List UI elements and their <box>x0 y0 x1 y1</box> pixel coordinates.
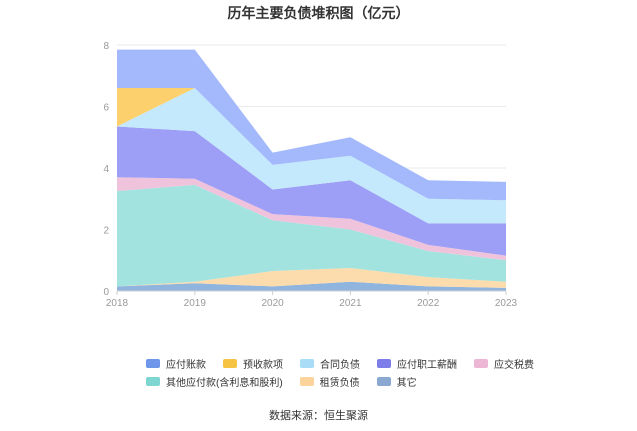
legend-swatch <box>223 358 237 368</box>
x-tick-label: 2023 <box>495 298 518 309</box>
y-tick-label: 6 <box>103 103 109 114</box>
legend-item[interactable]: 应付职工薪酬 <box>377 356 457 371</box>
y-tick-label: 8 <box>103 41 109 52</box>
legend-item[interactable]: 租赁负债 <box>299 374 360 389</box>
area-series <box>117 49 506 291</box>
area-series-3 <box>117 177 506 261</box>
legend-label: 应交税费 <box>494 359 534 371</box>
x-tick-label: 2019 <box>184 298 207 309</box>
x-tick-label: 2021 <box>339 298 362 309</box>
area-series-1 <box>117 267 506 288</box>
legend-item[interactable]: 应交税费 <box>474 356 534 371</box>
legend-label: 租赁负债 <box>319 377 360 389</box>
legend-swatch <box>299 376 314 386</box>
chart-title: 历年主要负债堆积图（亿元） <box>227 5 410 21</box>
legend-label: 预收款项 <box>243 359 283 371</box>
y-tick-label: 4 <box>103 164 109 175</box>
legend-swatch <box>146 358 160 368</box>
legend-item[interactable]: 合同负债 <box>300 356 360 371</box>
legend-row: 其他应付款(含利息和股利) 租赁负债 其它 <box>146 372 546 390</box>
legend-item[interactable]: 其它 <box>376 374 417 389</box>
legend-item[interactable]: 预收款项 <box>223 356 283 371</box>
data-source: 数据来源：恒生聚源 <box>269 410 368 422</box>
legend-label: 应付账款 <box>166 359 206 371</box>
legend-swatch <box>376 376 391 386</box>
legend-label: 合同负债 <box>320 359 360 371</box>
area-series-7 <box>117 49 506 201</box>
x-tick-label: 2018 <box>106 298 129 309</box>
y-tick-label: 2 <box>103 226 109 237</box>
x-tick-label: 2022 <box>417 298 440 309</box>
legend-swatch <box>300 358 314 368</box>
area-series-6 <box>117 88 506 201</box>
legend-label: 应付职工薪酬 <box>397 359 457 371</box>
area-series-0 <box>117 281 506 291</box>
legend-label: 其它 <box>396 377 417 389</box>
legend-row: 应付账款 预收款项 合同负债 应付职工薪酬 应交税费 <box>146 354 546 372</box>
y-tick-label: 0 <box>103 287 109 298</box>
stacked-area-chart: 0 2 4 6 8 2018 2019 2020 2021 2022 2023 <box>103 41 517 309</box>
legend-swatch <box>474 358 488 368</box>
legend-swatch <box>377 358 391 368</box>
legend-item[interactable]: 应付账款 <box>146 356 206 371</box>
axes: 0 2 4 6 8 2018 2019 2020 2021 2022 2023 <box>103 41 517 309</box>
area-series-2 <box>117 184 506 287</box>
legend: 应付账款 预收款项 合同负债 应付职工薪酬 应交税费 其他应付款(含利息和股利) 租赁负债… <box>146 354 546 390</box>
area-series-4 <box>117 126 506 256</box>
x-tick-label: 2020 <box>261 298 284 309</box>
legend-swatch <box>146 376 160 386</box>
legend-item[interactable]: 其他应付款(含利息和股利) <box>146 374 283 389</box>
area-series-5 <box>117 88 506 224</box>
legend-label: 其他应付款(含利息和股利) <box>166 377 283 389</box>
